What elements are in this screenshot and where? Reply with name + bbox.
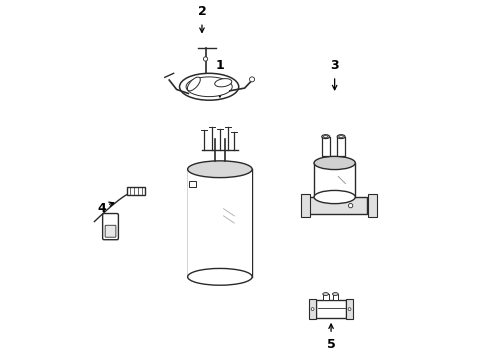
Ellipse shape [348, 203, 353, 208]
Bar [190, 181, 196, 187]
Bar [314, 163, 355, 197]
Bar [368, 194, 377, 217]
Ellipse shape [203, 57, 208, 61]
Bar [322, 137, 330, 156]
Ellipse shape [314, 190, 355, 204]
Ellipse shape [314, 156, 355, 170]
Bar [309, 299, 316, 319]
Ellipse shape [179, 73, 239, 100]
Bar [303, 197, 367, 214]
Text: 4: 4 [97, 202, 106, 215]
Bar [333, 294, 338, 301]
Text: 2: 2 [197, 5, 206, 18]
Ellipse shape [333, 293, 338, 296]
Text: 3: 3 [330, 59, 339, 72]
Text: 5: 5 [327, 338, 336, 351]
Ellipse shape [186, 77, 232, 96]
Bar [346, 299, 353, 319]
Ellipse shape [188, 269, 252, 285]
Bar [323, 294, 329, 301]
Ellipse shape [323, 293, 329, 296]
Ellipse shape [187, 77, 200, 91]
Ellipse shape [215, 78, 232, 87]
Bar [301, 194, 310, 217]
Bar [188, 169, 252, 277]
Ellipse shape [322, 135, 330, 139]
Text: 1: 1 [216, 59, 224, 72]
Ellipse shape [188, 161, 252, 177]
Ellipse shape [323, 136, 328, 138]
Bar [316, 301, 346, 318]
Bar [337, 137, 345, 156]
Ellipse shape [337, 135, 345, 139]
FancyBboxPatch shape [105, 225, 116, 237]
Ellipse shape [348, 308, 351, 311]
Bar [126, 187, 145, 195]
FancyBboxPatch shape [102, 213, 119, 240]
Ellipse shape [311, 308, 314, 311]
Ellipse shape [249, 77, 254, 82]
Ellipse shape [339, 136, 343, 138]
